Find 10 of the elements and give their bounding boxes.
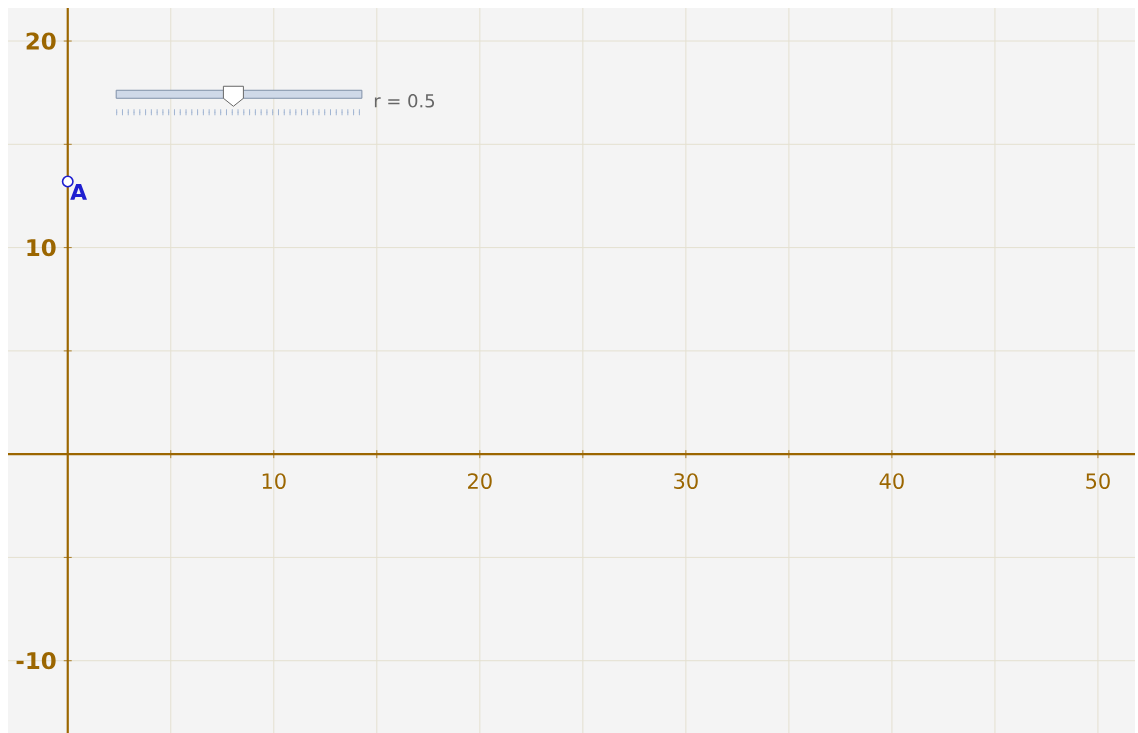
y-tick-label: 20 [26,32,56,50]
x-tick-label: 10 [262,473,286,489]
x-tick-label: 50 [1086,473,1110,489]
y-tick-label: -10 [16,652,56,670]
annotation: A [70,183,87,200]
y-tick-label: 10 [27,238,56,257]
annotation: r = 0.5 [374,94,435,108]
x-tick-label: 20 [468,473,492,489]
x-tick-label: 30 [674,473,698,489]
x-tick-label: 40 [879,473,904,489]
